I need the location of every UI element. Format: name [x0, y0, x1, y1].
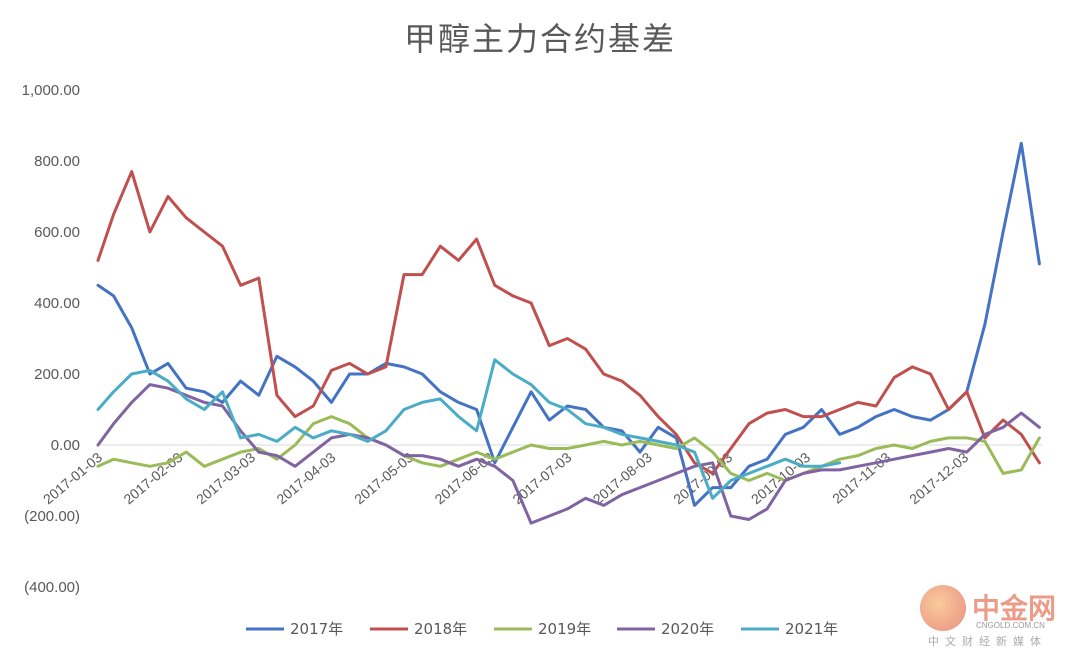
series-line-5 [96, 358, 842, 500]
series-lines [96, 141, 1041, 525]
x-tick-label: 2017-08-03 [590, 449, 655, 507]
x-axis-ticks: 2017-01-03 2017-02-03 2017-03-03 2017-04-03… [40, 449, 972, 507]
chart-title: 甲醇主力合约基差 [403, 20, 676, 58]
x-tick-label: 2017-01-03 [40, 449, 105, 507]
y-tick-label: 1,000.00 [22, 82, 80, 99]
legend-label: 2020年 [661, 620, 714, 638]
y-axis-ticks: 1,000.00 800.00 600.00 400.00 200.00 0.00 (200… [22, 82, 1042, 596]
watermark-logo-icon [920, 585, 966, 631]
y-tick-label: (400.00) [24, 579, 80, 596]
series-line-1 [96, 141, 1041, 507]
legend-label: 2019年 [538, 620, 591, 638]
x-tick-label: 2017-11-03 [829, 449, 894, 507]
series-line-3 [96, 415, 1041, 482]
legend-label: 2017年 [290, 620, 343, 638]
y-tick-label: 800.00 [34, 153, 80, 170]
watermark-name: 中金网 [972, 592, 1057, 625]
y-tick-label: 600.00 [34, 224, 80, 241]
watermark-tagline: 中文财经新媒体 [928, 635, 1047, 648]
legend: 2017年 2018年 2019年 2020年 2021年 [246, 620, 838, 638]
watermark: 中金网 CNGOLD.COM.CN 中文财经新媒体 [920, 585, 1070, 655]
y-tick-label: 400.00 [34, 295, 80, 312]
legend-label: 2021年 [785, 620, 838, 638]
y-tick-label: (200.00) [24, 508, 80, 525]
watermark-url: CNGOLD.COM.CN [976, 621, 1045, 630]
series-line-4 [96, 383, 1041, 525]
y-tick-label: 0.00 [51, 437, 80, 454]
y-tick-label: 200.00 [34, 366, 80, 383]
legend-label: 2018年 [414, 620, 467, 638]
series-line-2 [96, 170, 1041, 475]
x-tick-label: 2017-12-03 [906, 449, 971, 507]
